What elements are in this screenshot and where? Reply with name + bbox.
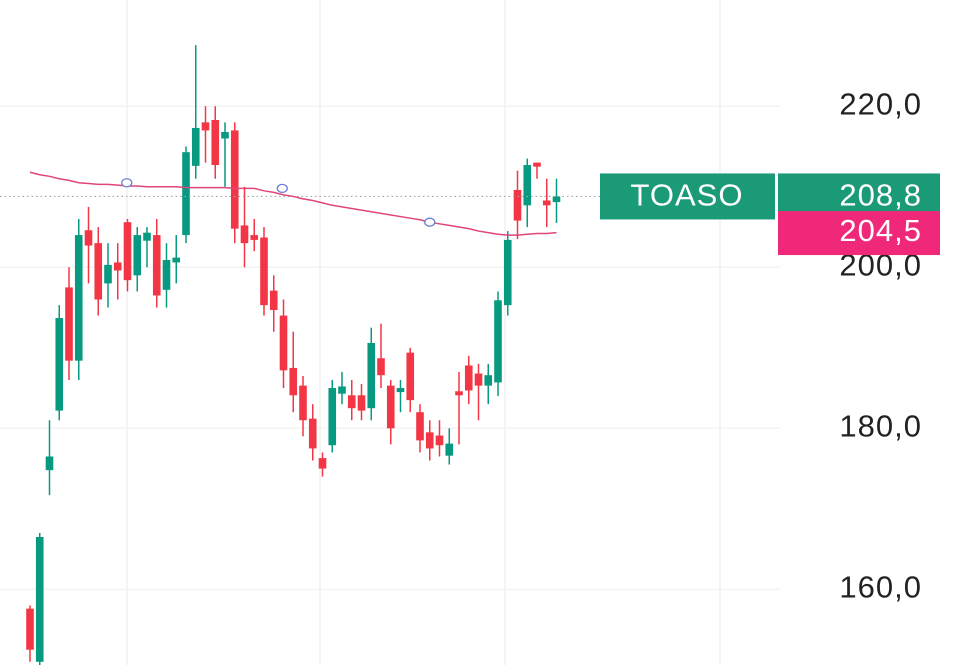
candle-body <box>26 608 34 650</box>
candle-body <box>406 352 415 401</box>
candle-body <box>425 432 434 449</box>
candle-body <box>74 235 83 361</box>
last-price-label: 208,8 <box>839 178 922 213</box>
candle-body <box>65 287 73 361</box>
candle-body <box>386 385 395 429</box>
candle-body <box>347 395 356 409</box>
ma-marker <box>424 217 436 227</box>
candle-body <box>94 243 103 300</box>
candle-body <box>455 391 463 396</box>
candle-body <box>35 536 44 662</box>
candle-body <box>289 367 298 396</box>
candle-body <box>367 342 376 409</box>
candle-body <box>357 395 366 411</box>
candle-body <box>250 235 259 240</box>
candle-body <box>133 235 142 276</box>
candle-body <box>308 418 317 449</box>
candle-body <box>152 235 161 296</box>
candle-body <box>396 388 405 393</box>
candle-body <box>494 300 502 383</box>
candle-body <box>542 200 551 206</box>
candle-body <box>435 435 444 446</box>
candle-body <box>201 122 210 131</box>
candle-body <box>503 239 512 306</box>
candle-body <box>230 130 239 229</box>
candle-body <box>172 257 181 263</box>
candle-body <box>318 458 327 469</box>
candle-body <box>533 162 541 167</box>
ma-marker <box>121 178 133 188</box>
candle-body <box>211 119 220 166</box>
y-tick-label: 180,0 <box>839 408 922 443</box>
candle-body <box>182 152 190 236</box>
candle-body <box>104 264 112 284</box>
symbol-label: TOASO <box>631 178 744 213</box>
candle-body <box>338 386 346 394</box>
candle-body <box>484 375 493 386</box>
candle-body <box>523 165 532 206</box>
candle-body <box>162 260 171 290</box>
candle-body <box>260 237 268 306</box>
candle-body <box>240 225 249 244</box>
candle-body <box>143 232 151 241</box>
candle-body <box>474 373 483 386</box>
candle-body <box>416 412 424 441</box>
candle-body <box>113 262 122 271</box>
candle-body <box>552 196 561 203</box>
candle-body <box>513 190 522 221</box>
candle-body <box>269 290 278 310</box>
ma-marker <box>276 183 288 194</box>
candle-body <box>299 385 307 421</box>
candle-body <box>55 318 64 411</box>
ma-price-label: 204,5 <box>839 213 922 248</box>
candle-body <box>221 132 229 139</box>
candle-body <box>279 315 288 371</box>
symbol-box <box>600 173 775 220</box>
candle-body <box>464 365 473 391</box>
candle-body <box>377 358 385 376</box>
candle-body <box>84 230 93 246</box>
moving-average <box>29 171 557 236</box>
vertical-grid <box>126 0 721 665</box>
candle-body <box>123 222 132 281</box>
y-tick-label: 160,0 <box>839 570 922 605</box>
candle-body <box>445 443 454 456</box>
candle-body <box>45 456 54 471</box>
candle-body <box>328 388 337 446</box>
y-tick-label: 220,0 <box>839 86 922 121</box>
candle-body <box>191 128 200 166</box>
ma-price-box <box>778 211 940 256</box>
